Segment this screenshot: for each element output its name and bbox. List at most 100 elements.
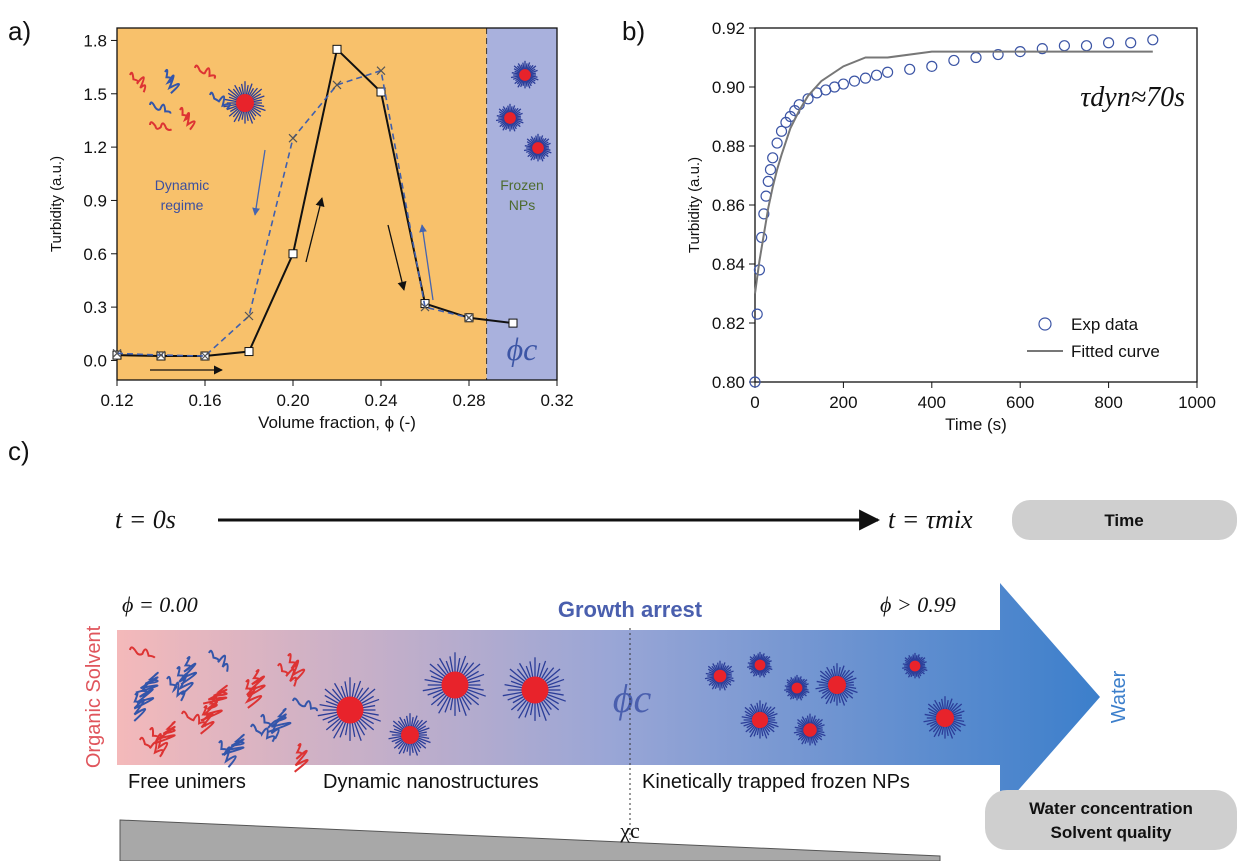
point	[157, 352, 165, 360]
critical-label: ϕc	[613, 676, 652, 721]
point	[1059, 41, 1069, 51]
phi-start: ϕ = 0.00	[122, 592, 198, 617]
growth-arrest: Growth arrest	[558, 597, 703, 622]
point	[757, 232, 767, 242]
core	[442, 672, 469, 699]
core	[236, 94, 254, 112]
point	[1126, 38, 1136, 48]
core	[752, 712, 768, 728]
x-axis-label: Time (s)	[945, 415, 1007, 434]
stage-label: Kinetically trapped frozen NPs	[642, 771, 910, 793]
y-tick-label: 0.9	[83, 191, 107, 210]
point	[1148, 35, 1158, 45]
panel-label: c)	[8, 436, 30, 466]
point	[1082, 41, 1092, 51]
x-tick-label: 400	[918, 393, 946, 412]
quality-wedge	[120, 820, 940, 861]
y-tick-label: 0.0	[83, 351, 107, 370]
stage-label: Dynamic nanostructures	[323, 771, 539, 793]
annotation: NPs	[509, 197, 535, 213]
y-axis-label: Turbidity (a.u.)	[686, 157, 703, 253]
y-tick-label: 0.88	[712, 137, 745, 156]
panel-label: b)	[622, 16, 645, 46]
point	[113, 351, 121, 359]
point	[949, 55, 959, 65]
x-tick-label: 0.20	[276, 391, 309, 410]
point	[883, 67, 893, 77]
stage-label: Free unimers	[128, 771, 246, 793]
corona	[920, 664, 925, 665]
point	[763, 176, 773, 186]
annotation: regime	[161, 197, 204, 213]
core	[337, 697, 364, 724]
corona	[802, 686, 807, 687]
y-tick-label: 0.84	[712, 255, 745, 274]
charts: 0.120.160.200.240.280.320.00.30.60.91.21…	[48, 19, 1216, 434]
y-tick-label: 0.6	[83, 245, 107, 264]
core	[522, 677, 549, 704]
point	[861, 73, 871, 83]
point	[509, 319, 517, 327]
corona	[765, 663, 770, 664]
point	[333, 45, 341, 53]
quality-box-label: Solvent quality	[1051, 823, 1172, 842]
x-tick-label: 600	[1006, 393, 1034, 412]
annotation: Frozen	[500, 177, 544, 193]
y-tick-label: 0.86	[712, 196, 745, 215]
point	[849, 76, 859, 86]
core	[532, 142, 544, 154]
point	[927, 61, 937, 71]
legend-label: Fitted curve	[1071, 342, 1160, 361]
point	[905, 64, 915, 74]
point	[838, 79, 848, 89]
core	[714, 670, 727, 683]
point	[752, 309, 762, 319]
point	[245, 348, 253, 356]
point	[971, 53, 981, 63]
time-box-label: Time	[1104, 511, 1143, 530]
x-tick-label: 0.12	[100, 391, 133, 410]
annotation: ϕc	[507, 331, 538, 367]
legend-label: Exp data	[1071, 315, 1139, 334]
y-tick-label: 1.2	[83, 138, 107, 157]
point	[289, 250, 297, 258]
y-axis-label: Turbidity (a.u.)	[48, 156, 65, 252]
annotation: τdyn≈70s	[1080, 82, 1185, 113]
diagram: t = 0s t = τmix Time ϕ = 0.00 Growth arr…	[83, 500, 1237, 861]
annotation: Dynamic	[155, 177, 209, 193]
x-tick-label: 200	[829, 393, 857, 412]
figure: a) b) c) 0.120.160.200.240.280.320.00.30…	[0, 0, 1237, 861]
core	[755, 660, 766, 671]
panel-label: a)	[8, 16, 31, 46]
time-start: t = 0s	[115, 505, 176, 534]
core	[401, 726, 419, 744]
phi-end: ϕ > 0.99	[880, 592, 956, 617]
time-end: t = τmix	[888, 505, 973, 534]
point	[765, 165, 775, 175]
y-tick-label: 1.5	[83, 85, 107, 104]
y-tick-label: 0.80	[712, 373, 745, 392]
core	[910, 661, 921, 672]
point	[772, 138, 782, 148]
quality-box-label: Water concentration	[1029, 799, 1193, 818]
left-label: Organic Solvent	[83, 625, 105, 768]
x-tick-label: 0.16	[188, 391, 221, 410]
x-tick-label: 800	[1094, 393, 1122, 412]
core	[828, 676, 846, 694]
core	[936, 709, 954, 727]
y-tick-label: 1.8	[83, 31, 107, 50]
chi-label: χc	[619, 818, 640, 843]
core	[803, 723, 817, 737]
legend-marker	[1039, 318, 1051, 330]
y-tick-label: 0.82	[712, 314, 745, 333]
x-axis-label: Volume fraction, ϕ (-)	[258, 413, 416, 432]
y-tick-label: 0.3	[83, 298, 107, 317]
point	[768, 153, 778, 163]
point	[1104, 38, 1114, 48]
core	[792, 683, 803, 694]
x-tick-label: 0.24	[364, 391, 397, 410]
right-label: Water	[1108, 670, 1130, 723]
core	[519, 69, 531, 81]
x-tick-label: 0.28	[452, 391, 485, 410]
point	[872, 70, 882, 80]
